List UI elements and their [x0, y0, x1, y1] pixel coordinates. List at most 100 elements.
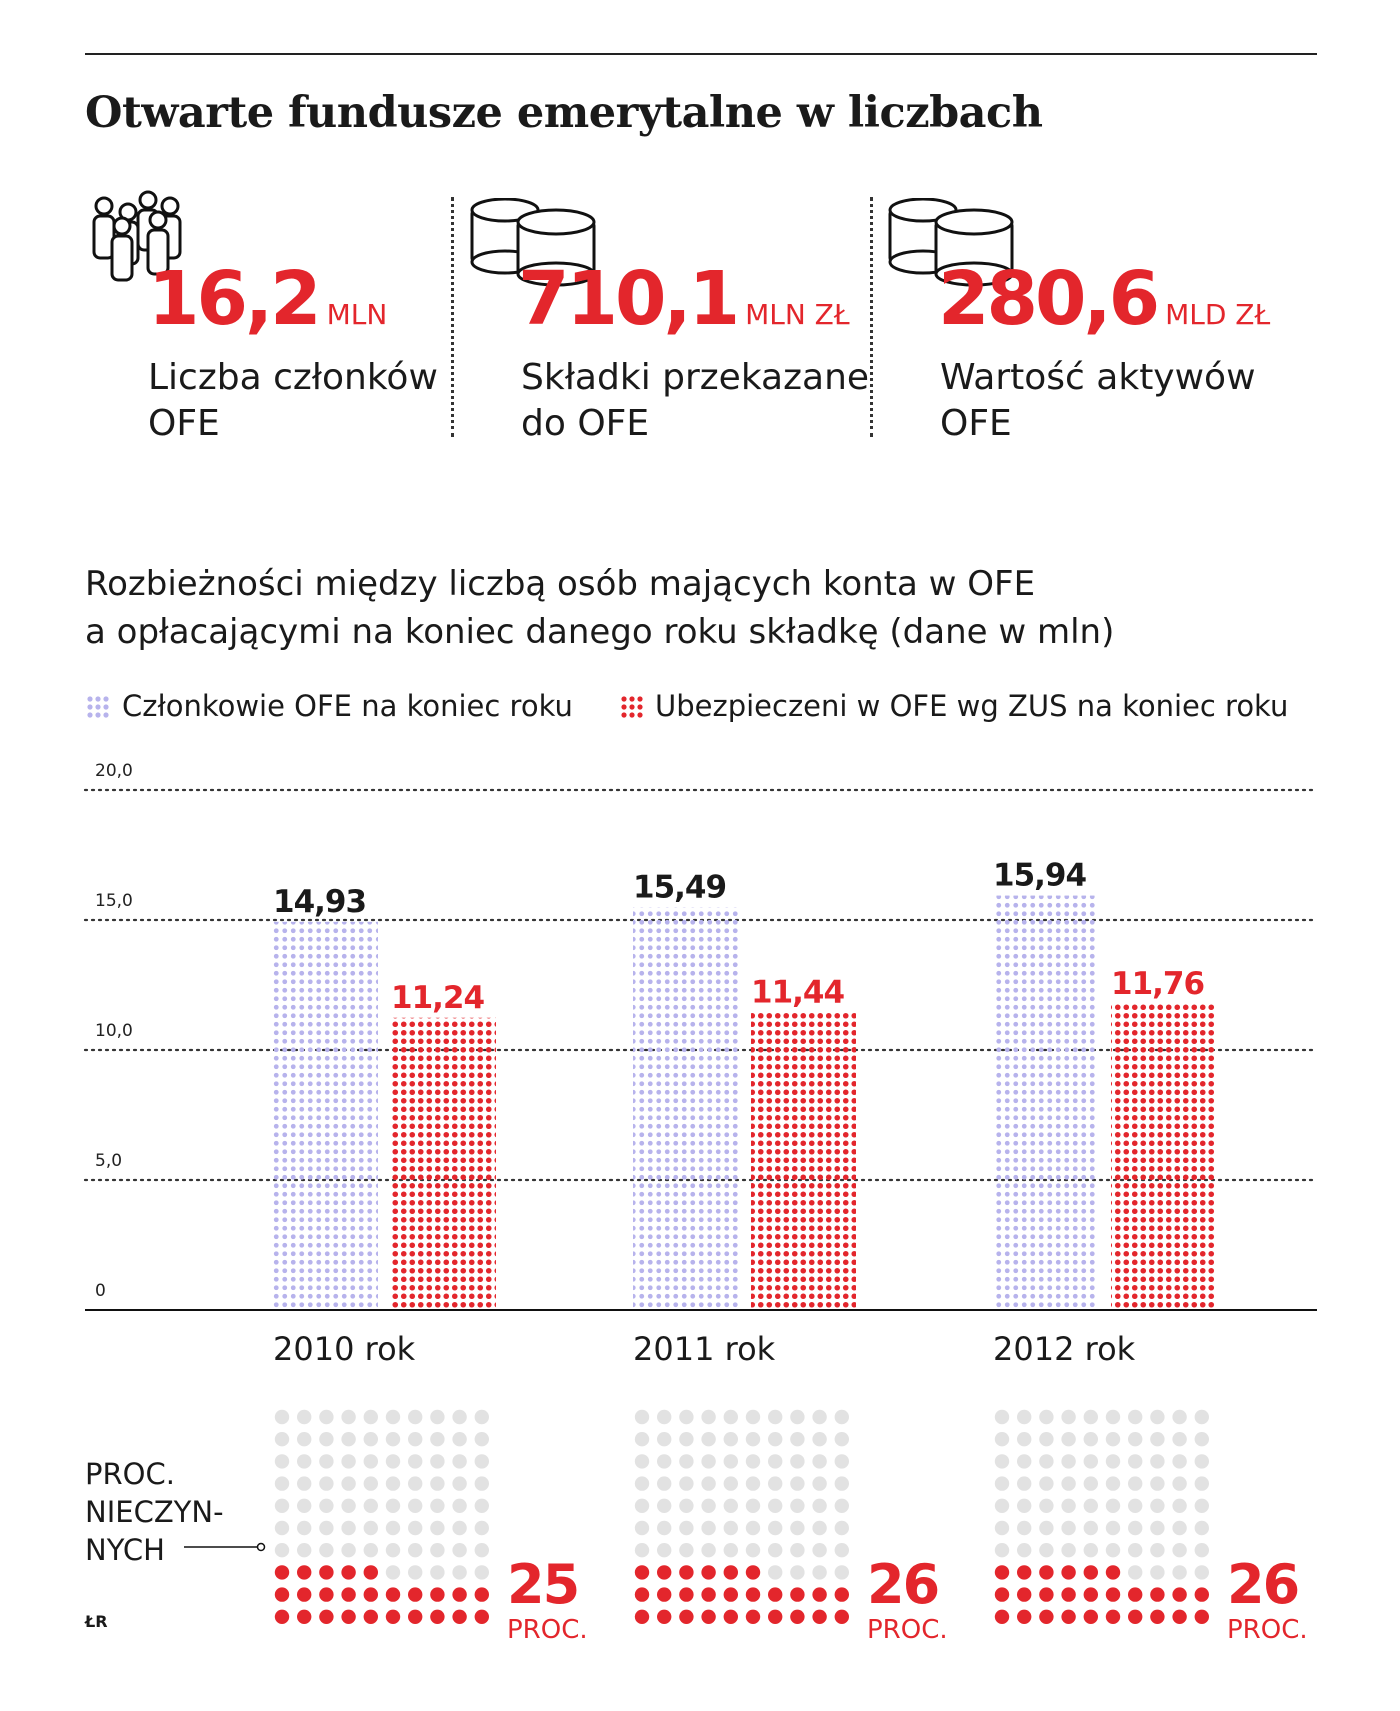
inactive-dot-filled [363, 1565, 378, 1580]
inactive-dot-empty [452, 1476, 467, 1491]
inactive-dot-empty [1105, 1498, 1121, 1514]
inactive-dot-empty [1061, 1432, 1076, 1447]
source-credit: ŁR [85, 1612, 108, 1631]
inactive-dot-empty [341, 1432, 356, 1447]
inactive-dot-filled [679, 1609, 694, 1625]
inactive-dot-empty [1194, 1409, 1210, 1425]
inactive-dot-empty [701, 1476, 716, 1491]
inactive-dot-empty [701, 1409, 716, 1425]
inactive-dot-empty [657, 1454, 672, 1469]
inactive-dot-filled [1016, 1565, 1032, 1580]
inactive-dot-empty [745, 1520, 761, 1536]
inactive-unit-2: PROC. [1227, 1615, 1308, 1645]
inactive-dot-empty [994, 1476, 1010, 1491]
inactive-dot-empty [297, 1432, 312, 1447]
inactive-dot-empty [768, 1498, 783, 1514]
inactive-dot-empty [1194, 1543, 1210, 1558]
inactive-dot-filled [452, 1609, 467, 1625]
inactive-dot-empty [1061, 1520, 1076, 1536]
inactive-dot-empty [723, 1543, 738, 1558]
inactive-dot-empty [679, 1409, 694, 1425]
inactive-dot-empty [1194, 1432, 1210, 1447]
stat-assets: 280,6 MLD ZŁ [938, 262, 1270, 336]
inactive-value-2: 26 [1227, 1553, 1298, 1616]
inactive-dot-empty [1083, 1409, 1099, 1425]
inactive-dot-empty [1061, 1476, 1076, 1491]
inactive-dot-empty [994, 1432, 1010, 1447]
inactive-dot-empty [1128, 1565, 1143, 1580]
inactive-dot-empty [452, 1565, 467, 1580]
inactive-dot-empty [768, 1454, 783, 1469]
inactive-dot-filled [1150, 1587, 1165, 1602]
inactive-dot-filled [679, 1565, 694, 1580]
inactive-dot-filled [1083, 1587, 1099, 1602]
inactive-dot-filled [1039, 1565, 1054, 1580]
data-label-insured-1: 11,44 [751, 975, 844, 1011]
data-label-members-0: 14,93 [273, 884, 366, 920]
inactive-dot-empty [319, 1543, 334, 1558]
people-icon [92, 190, 182, 282]
inactive-dot-empty [363, 1543, 378, 1558]
inactive-dot-filled [701, 1609, 716, 1625]
inactive-dot-filled [385, 1587, 401, 1602]
bar-members-2 [993, 895, 1098, 1310]
inactive-dot-empty [1128, 1409, 1143, 1425]
inactive-dot-empty [1128, 1432, 1143, 1447]
inactive-dot-empty [679, 1476, 694, 1491]
inactive-dot-empty [408, 1498, 423, 1514]
inactive-dot-empty [812, 1454, 827, 1469]
inactive-dot-filled [634, 1587, 650, 1602]
inactive-dot-filled [1194, 1587, 1210, 1602]
inactive-dot-empty [1150, 1476, 1165, 1491]
inactive-dot-empty [408, 1565, 423, 1580]
inactive-dot-filled [297, 1565, 312, 1580]
inactive-dot-empty [341, 1543, 356, 1558]
inactive-dot-empty [474, 1498, 489, 1514]
inactive-dot-empty [634, 1498, 650, 1514]
inactive-dot-filled [1016, 1587, 1032, 1602]
inactive-dot-filled [723, 1609, 738, 1625]
inactive-dot-empty [341, 1454, 356, 1469]
inactive-dot-empty [1083, 1454, 1099, 1469]
inactive-dot-empty [812, 1520, 827, 1536]
inactive-dot-empty [1083, 1498, 1099, 1514]
inactive-dot-empty [452, 1543, 467, 1558]
inactive-dot-empty [430, 1476, 445, 1491]
inactive-dot-empty [657, 1432, 672, 1447]
inactive-dot-empty [1172, 1409, 1187, 1425]
data-label-members-1: 15,49 [633, 869, 726, 905]
inactive-dot-filled [452, 1587, 467, 1602]
inactive-dot-filled [363, 1587, 378, 1602]
inactive-dot-filled [745, 1565, 761, 1580]
inactive-dot-empty [1016, 1454, 1032, 1469]
inactive-dot-filled [1061, 1565, 1076, 1580]
coins-icon [888, 198, 1014, 287]
inactive-dot-empty [657, 1520, 672, 1536]
inactive-dot-empty [834, 1432, 849, 1447]
inactive-dot-empty [1150, 1565, 1165, 1580]
inactive-dot-empty [341, 1476, 356, 1491]
legend-label-insured: Ubezpieczeni w OFE wg ZUS na koniec roku [655, 689, 1289, 723]
inactive-dot-filled [701, 1587, 716, 1602]
inactive-dot-empty [701, 1543, 716, 1558]
inactive-dot-empty [745, 1476, 761, 1491]
inactive-dot-empty [1194, 1565, 1210, 1580]
inactive-dot-empty [474, 1476, 489, 1491]
inactive-dot-empty [297, 1409, 312, 1425]
inactive-dot-empty [723, 1409, 738, 1425]
stat-assets-label: Wartość aktywów OFE [940, 357, 1256, 444]
inactive-dot-empty [430, 1543, 445, 1558]
inactive-dot-filled [634, 1609, 650, 1625]
inactive-value-1: 26 [867, 1553, 938, 1616]
inactive-dot-empty [385, 1476, 401, 1491]
inactive-dot-empty [679, 1520, 694, 1536]
inactive-dot-empty [385, 1454, 401, 1469]
inactive-dot-filled [297, 1587, 312, 1602]
inactive-dot-empty [994, 1543, 1010, 1558]
inactive-dot-empty [790, 1498, 805, 1514]
inactive-dot-empty [634, 1476, 650, 1491]
inactive-dot-empty [812, 1409, 827, 1425]
inactive-dot-empty [723, 1454, 738, 1469]
inactive-dot-empty [474, 1432, 489, 1447]
inactive-dot-filled [790, 1609, 805, 1625]
